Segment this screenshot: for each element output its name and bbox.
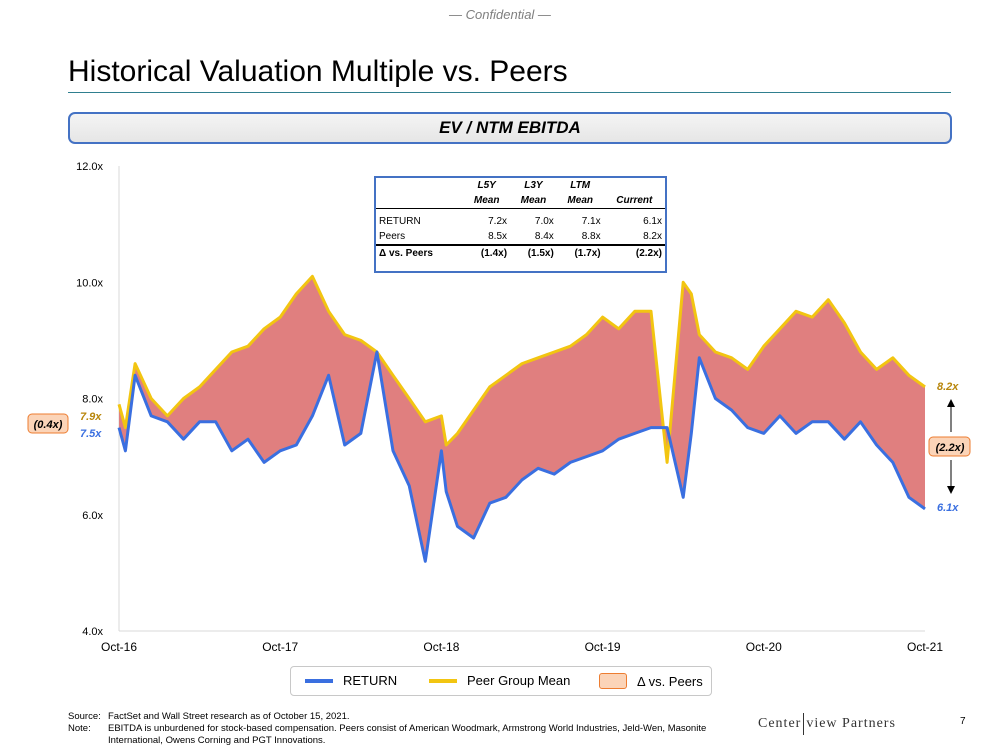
start-return-label: 7.5x [80,428,102,440]
stats-cell: 8.2x [643,231,662,242]
stats-cell: (1.5x) [510,244,557,261]
stats-cell: 7.0x [534,216,554,227]
stats-col-top: L5Y [477,180,496,191]
end-annotations: 8.2x (2.2x) 6.1x [928,381,971,514]
gap-arrowhead-down [947,486,955,494]
note-text: EBITDA is unburdened for stock-based com… [108,723,707,746]
peer-line [117,274,926,464]
delta-fill-area [119,276,925,562]
axis-ticks: 4.0x 6.0x 8.0x 10.0x 12.0x Oct-16 Oct-17 Oct-18… [76,161,943,654]
stats-cell: 7.1x [581,216,601,227]
logo-left-text: Center [758,716,802,732]
stats-corner [376,178,463,193]
x-tick-label: Oct-18 [423,640,459,654]
x-tick-label: Oct-19 [585,640,621,654]
y-tick-label: 8.0x [82,394,103,406]
legend-label-delta: Δ vs. Peers [637,673,703,689]
y-tick-label: 10.0x [76,277,103,289]
stats-cell: (2.2x) [603,244,665,261]
stats-table: L5Y L3Y LTM Mean Mean Mean Current RETUR… [374,176,667,273]
y-tick-label: 12.0x [76,161,103,173]
stats-corner [376,193,464,209]
stats-row-return: RETURN 7.2x 7.0x 7.1x 6.1x [376,214,665,229]
stats-cell: 8.8x [581,231,601,242]
stats-cell: (1.4x) [463,244,511,261]
chart-legend: RETURN Peer Group Mean Δ vs. Peers [290,666,712,696]
x-tick-label: Oct-21 [907,640,943,654]
x-tick-label: Oct-17 [262,640,298,654]
footnotes: Source: FactSet and Wall Street research… [68,711,728,747]
gap-arrowhead-up [947,399,955,407]
stats-col-bottom: Mean [556,193,604,209]
stats-row-label: Peers [379,231,406,242]
end-delta-label: (2.2x) [936,442,965,454]
confidential-label: — Confidential — [449,7,551,22]
chart-banner: EV / NTM EBITDA [68,112,952,144]
legend-item-peer: Peer Group Mean [429,673,570,688]
stats-row-label: Δ vs. Peers [376,244,464,261]
stats-row-label: RETURN [379,216,421,227]
page-title: Historical Valuation Multiple vs. Peers [68,55,568,88]
stats-row-peers: Peers 8.5x 8.4x 8.8x 8.2x [376,229,665,245]
legend-item-delta: Δ vs. Peers [599,673,703,689]
source-label: Source: [68,711,101,722]
y-tick-label: 6.0x [82,510,103,522]
end-peer-label: 8.2x [937,381,959,393]
stats-row-delta: Δ vs. Peers (1.4x) (1.5x) (1.7x) (2.2x) [376,244,665,261]
return-line [117,350,926,563]
logo-right-text: view Partners [806,716,896,732]
legend-swatch-peer [429,678,457,683]
source-text: FactSet and Wall Street research as of O… [108,711,350,722]
page-number: 7 [960,716,966,727]
stats-cell: (1.7x) [556,244,604,261]
end-delta-box [928,436,971,457]
stats-col-bottom: Current [603,193,665,209]
title-divider [68,92,951,93]
logo-divider [803,713,805,735]
stats-col-bottom: Mean [510,193,557,209]
x-tick-label: Oct-16 [101,640,137,654]
stats-col-top: LTM [570,180,591,191]
centerview-logo: Center view Partners [758,713,896,735]
start-delta-box [27,413,69,434]
end-return-label: 6.1x [937,502,959,514]
start-annotations: (0.4x) 7.9x 7.5x [27,411,102,440]
stats-col-top: L3Y [524,180,543,191]
stats-cell: 7.2x [488,216,508,227]
legend-label-return: RETURN [343,673,398,688]
stats-cell: 6.1x [643,216,662,227]
start-peer-label: 7.9x [80,411,102,423]
y-tick-label: 4.0x [82,626,103,638]
x-tick-label: Oct-20 [746,640,782,654]
stats-cell: 8.5x [488,231,508,242]
stats-cell: 8.4x [534,231,554,242]
legend-swatch-delta [599,673,627,689]
note-label: Note: [68,723,91,734]
legend-label-peer: Peer Group Mean [467,673,571,688]
legend-swatch-return [305,678,333,683]
start-delta-label: (0.4x) [34,419,63,431]
legend-item-return: RETURN [305,673,397,688]
stats-col-bottom: Mean [463,193,511,209]
chart-axes [118,166,925,632]
stats-col-top [604,178,665,193]
